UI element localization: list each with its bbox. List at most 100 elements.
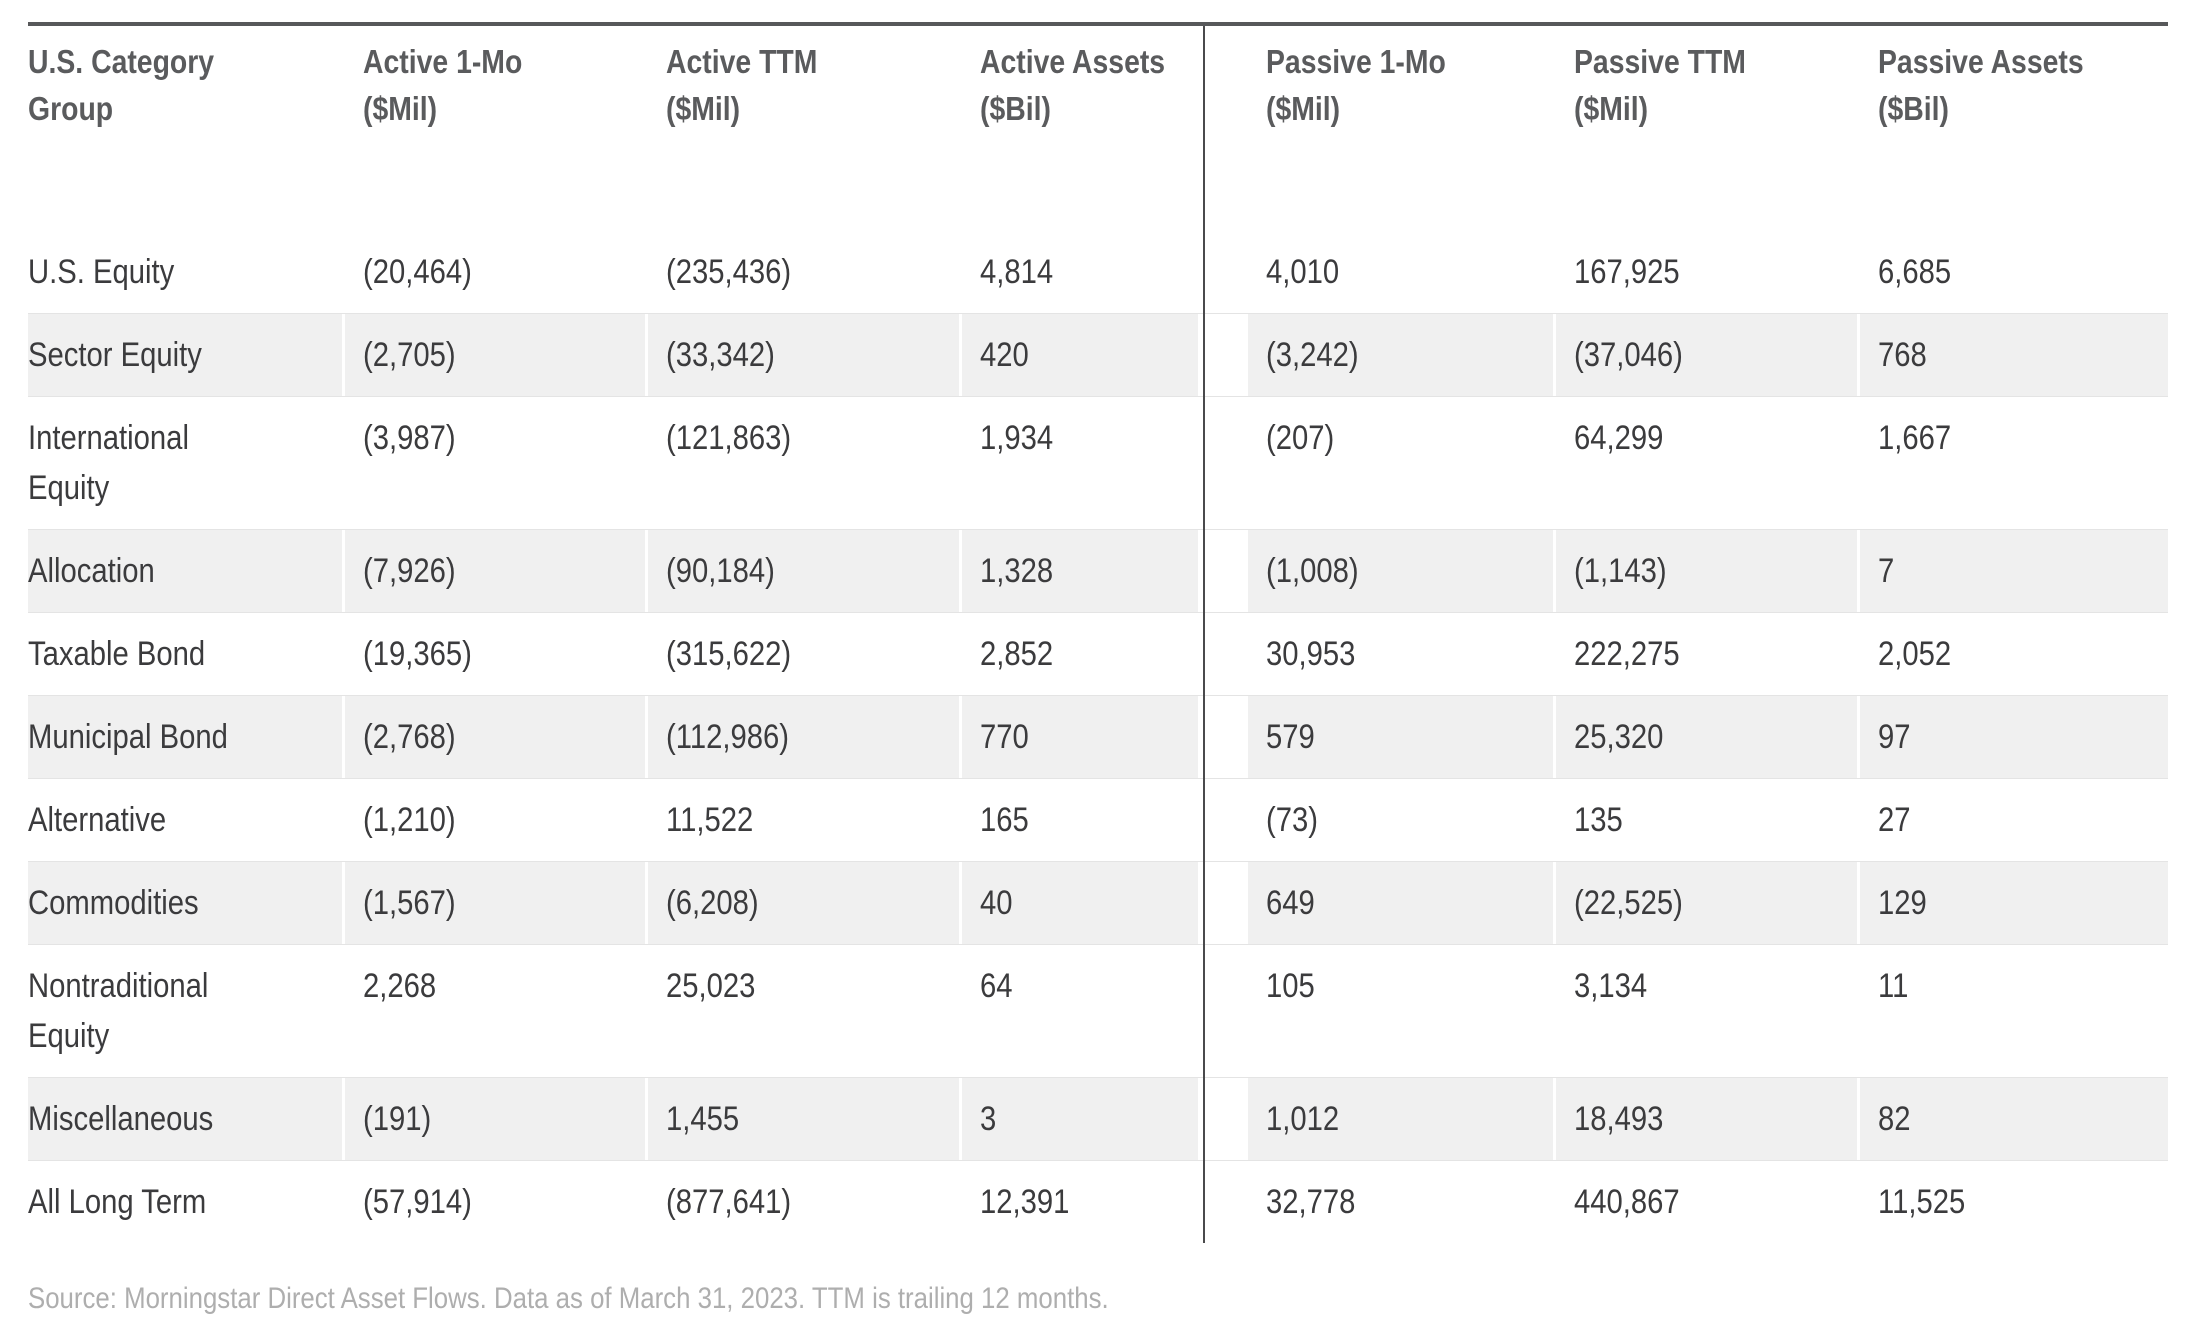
cell-active-assets: 165 [980, 801, 1029, 839]
cell-active-ttm: (112,986) [666, 718, 790, 756]
divider-gutter [1198, 1161, 1248, 1243]
cell-active-ttm: (6,208) [666, 884, 759, 922]
flows-table: U.S. Category Group Active 1-Mo ($Mil) Ac… [28, 22, 2168, 1243]
cell-active-assets: 1,328 [980, 552, 1054, 590]
table-row: Miscellaneous (191) 1,455 3 1,012 18,493… [28, 1077, 2168, 1160]
cell-passive-1mo: 30,953 [1266, 635, 1356, 673]
column-unit: ($Bil) [1878, 90, 1949, 127]
source-note: Source: Morningstar Direct Asset Flows. … [28, 1282, 1109, 1315]
column-title: Passive TTM [1574, 43, 1746, 80]
header-active-ttm: Active TTM ($Mil) [645, 26, 959, 231]
cell-active-assets: 420 [980, 336, 1029, 374]
cell-passive-assets: 129 [1878, 884, 1927, 922]
divider-gutter [1198, 613, 1248, 695]
table-header-row: U.S. Category Group Active 1-Mo ($Mil) Ac… [28, 26, 2168, 231]
table-row: Taxable Bond (19,365) (315,622) 2,852 30… [28, 612, 2168, 695]
cell-passive-assets: 97 [1878, 718, 1911, 756]
cell-active-1mo: (2,768) [363, 718, 456, 756]
column-title: U.S. Category Group [28, 43, 215, 127]
header-active-1mo: Active 1-Mo ($Mil) [342, 26, 645, 231]
cell-passive-ttm: 135 [1574, 801, 1623, 839]
divider-gutter [1198, 779, 1248, 861]
cell-active-ttm: (121,863) [666, 419, 792, 457]
cell-passive-1mo: 1,012 [1266, 1100, 1340, 1138]
column-title: Passive Assets [1878, 43, 2084, 80]
cell-passive-ttm: (22,525) [1574, 884, 1683, 922]
category-label: Sector Equity [28, 336, 202, 374]
cell-active-ttm: (33,342) [666, 336, 775, 374]
header-category: U.S. Category Group [28, 26, 342, 231]
cell-active-assets: 12,391 [980, 1183, 1070, 1221]
cell-passive-1mo: 579 [1266, 718, 1315, 756]
cell-active-ttm: (235,436) [666, 253, 792, 291]
divider-gutter [1198, 314, 1248, 396]
cell-active-ttm: 11,522 [666, 801, 754, 839]
cell-passive-assets: 11 [1878, 967, 1909, 1005]
category-label: Alternative [28, 801, 167, 839]
category-label: Miscellaneous [28, 1100, 214, 1138]
cell-active-assets: 40 [980, 884, 1013, 922]
cell-passive-ttm: 18,493 [1574, 1100, 1664, 1138]
cell-active-1mo: (57,914) [363, 1183, 472, 1221]
cell-passive-assets: 2,052 [1878, 635, 1952, 673]
cell-passive-ttm: 64,299 [1574, 419, 1664, 457]
divider-gutter [1198, 862, 1248, 944]
cell-active-ttm: 1,455 [666, 1100, 740, 1138]
divider-gutter [1198, 231, 1248, 313]
table-row: Nontraditional Equity 2,268 25,023 64 10… [28, 944, 2168, 1077]
cell-active-1mo: 2,268 [363, 967, 437, 1005]
cell-active-ttm: (877,641) [666, 1183, 792, 1221]
cell-active-ttm: (315,622) [666, 635, 792, 673]
column-unit: ($Mil) [1266, 90, 1341, 127]
cell-active-assets: 4,814 [980, 253, 1054, 291]
cell-passive-1mo: 649 [1266, 884, 1315, 922]
table-row: Sector Equity (2,705) (33,342) 420 (3,24… [28, 313, 2168, 396]
cell-passive-assets: 7 [1878, 552, 1895, 590]
column-unit: ($Mil) [1574, 90, 1649, 127]
header-active-assets: Active Assets ($Bil) [959, 26, 1198, 231]
cell-active-ttm: 25,023 [666, 967, 756, 1005]
column-unit: ($Bil) [980, 90, 1051, 127]
cell-passive-1mo: 4,010 [1266, 253, 1340, 291]
source-note-row: Source: Morningstar Direct Asset Flows. … [28, 1281, 2178, 1317]
cell-active-assets: 770 [980, 718, 1029, 756]
cell-passive-1mo: (207) [1266, 419, 1335, 457]
column-unit: ($Mil) [363, 90, 438, 127]
cell-active-1mo: (1,210) [363, 801, 456, 839]
cell-active-1mo: (1,567) [363, 884, 456, 922]
column-title: Passive 1-Mo [1266, 43, 1446, 80]
cell-active-assets: 64 [980, 967, 1013, 1005]
category-label: All Long Term [28, 1183, 207, 1221]
column-title: Active 1-Mo [363, 43, 523, 80]
cell-passive-ttm: 25,320 [1574, 718, 1664, 756]
cell-passive-assets: 1,667 [1878, 419, 1952, 457]
cell-active-1mo: (19,365) [363, 635, 472, 673]
category-label: Allocation [28, 552, 155, 590]
category-label: Taxable Bond [28, 635, 206, 673]
column-title: Active Assets [980, 43, 1166, 80]
cell-passive-assets: 82 [1878, 1100, 1911, 1138]
cell-active-assets: 1,934 [980, 419, 1054, 457]
divider-gutter [1198, 26, 1248, 231]
cell-passive-assets: 6,685 [1878, 253, 1952, 291]
category-label: U.S. Equity [28, 253, 175, 291]
cell-passive-1mo: (1,008) [1266, 552, 1359, 590]
cell-active-1mo: (20,464) [363, 253, 472, 291]
cell-passive-assets: 27 [1878, 801, 1911, 839]
cell-passive-ttm: (37,046) [1574, 336, 1683, 374]
divider-gutter [1198, 397, 1248, 529]
divider-gutter [1198, 1078, 1248, 1160]
cell-passive-1mo: 32,778 [1266, 1183, 1356, 1221]
table-row: U.S. Equity (20,464) (235,436) 4,814 4,0… [28, 231, 2168, 313]
cell-passive-1mo: (73) [1266, 801, 1319, 839]
category-label: Nontraditional Equity [28, 967, 209, 1055]
divider-gutter [1198, 696, 1248, 778]
category-label: Commodities [28, 884, 199, 922]
cell-passive-assets: 768 [1878, 336, 1927, 374]
column-unit: ($Mil) [666, 90, 741, 127]
cell-active-ttm: (90,184) [666, 552, 775, 590]
table-row: Municipal Bond (2,768) (112,986) 770 579… [28, 695, 2168, 778]
category-label: Municipal Bond [28, 718, 228, 756]
header-passive-ttm: Passive TTM ($Mil) [1553, 26, 1857, 231]
